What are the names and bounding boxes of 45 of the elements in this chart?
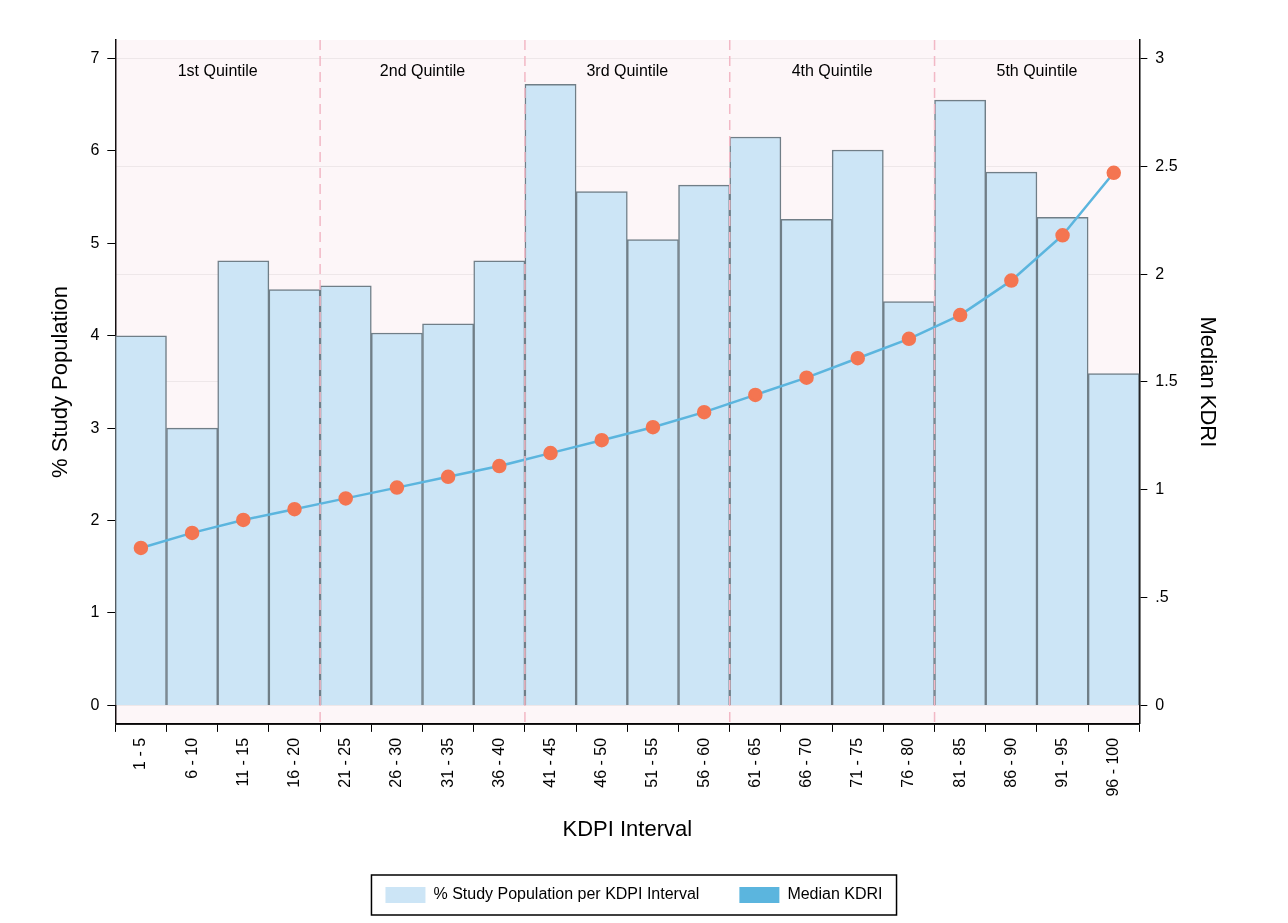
y2-tick-label: 2.5 [1155,156,1178,174]
x-tick-label: 36 - 40 [489,737,507,788]
y-tick-label: 7 [90,48,100,66]
x-tick-label: 51 - 55 [643,737,661,788]
x-tick-label: 81 - 85 [950,737,968,788]
y-tick-label: 6 [90,141,100,159]
y2-tick-label: .5 [1155,587,1169,605]
x-tick-label: 96 - 100 [1104,737,1122,797]
x-tick-label: 56 - 60 [694,737,712,788]
band-label: 2nd Quintile [379,62,466,80]
x-tick-label: 1 - 5 [131,737,149,770]
y-tick-label: 3 [90,418,100,436]
band-label: 5th Quintile [996,62,1078,80]
y-tick-label: 5 [90,233,100,251]
x-tick-label: 61 - 65 [745,737,763,788]
x-tick-label: 11 - 15 [233,737,251,787]
y2-tick-label: 3 [1155,48,1165,66]
y-axis-title: % Study Population [47,285,73,478]
x-tick-label: 86 - 90 [1001,737,1019,788]
legend-label: Median KDRI [787,885,883,903]
y2-tick-label: 1.5 [1155,372,1178,390]
x-tick-label: 76 - 80 [899,737,917,788]
y2-tick-label: 2 [1155,264,1165,282]
y-tick-label: 0 [90,695,100,713]
band-label: 3rd Quintile [586,62,669,80]
band-label: 1st Quintile [177,62,258,80]
legend-label: % Study Population per KDPI Interval [433,885,700,903]
y-tick-label: 4 [90,326,100,344]
x-axis-title: KDPI Interval [562,815,693,841]
y2-tick-label: 1 [1155,480,1165,498]
x-tick-label: 26 - 30 [387,737,405,788]
y2-axis-title: Median KDRI [1195,316,1221,448]
y-tick-label: 2 [90,510,100,528]
x-tick-label: 46 - 50 [592,737,610,788]
x-tick-label: 21 - 25 [336,737,354,788]
x-tick-label: 31 - 35 [438,737,456,788]
x-tick-label: 41 - 45 [540,737,558,788]
x-tick-label: 66 - 70 [796,737,814,788]
x-tick-label: 16 - 20 [284,737,302,788]
y-tick-label: 1 [90,603,100,621]
x-tick-label: 71 - 75 [848,737,866,788]
x-tick-label: 6 - 10 [182,737,200,779]
x-tick-label: 91 - 95 [1052,737,1070,788]
band-label: 4th Quintile [791,62,873,80]
y2-tick-label: 0 [1155,695,1165,713]
